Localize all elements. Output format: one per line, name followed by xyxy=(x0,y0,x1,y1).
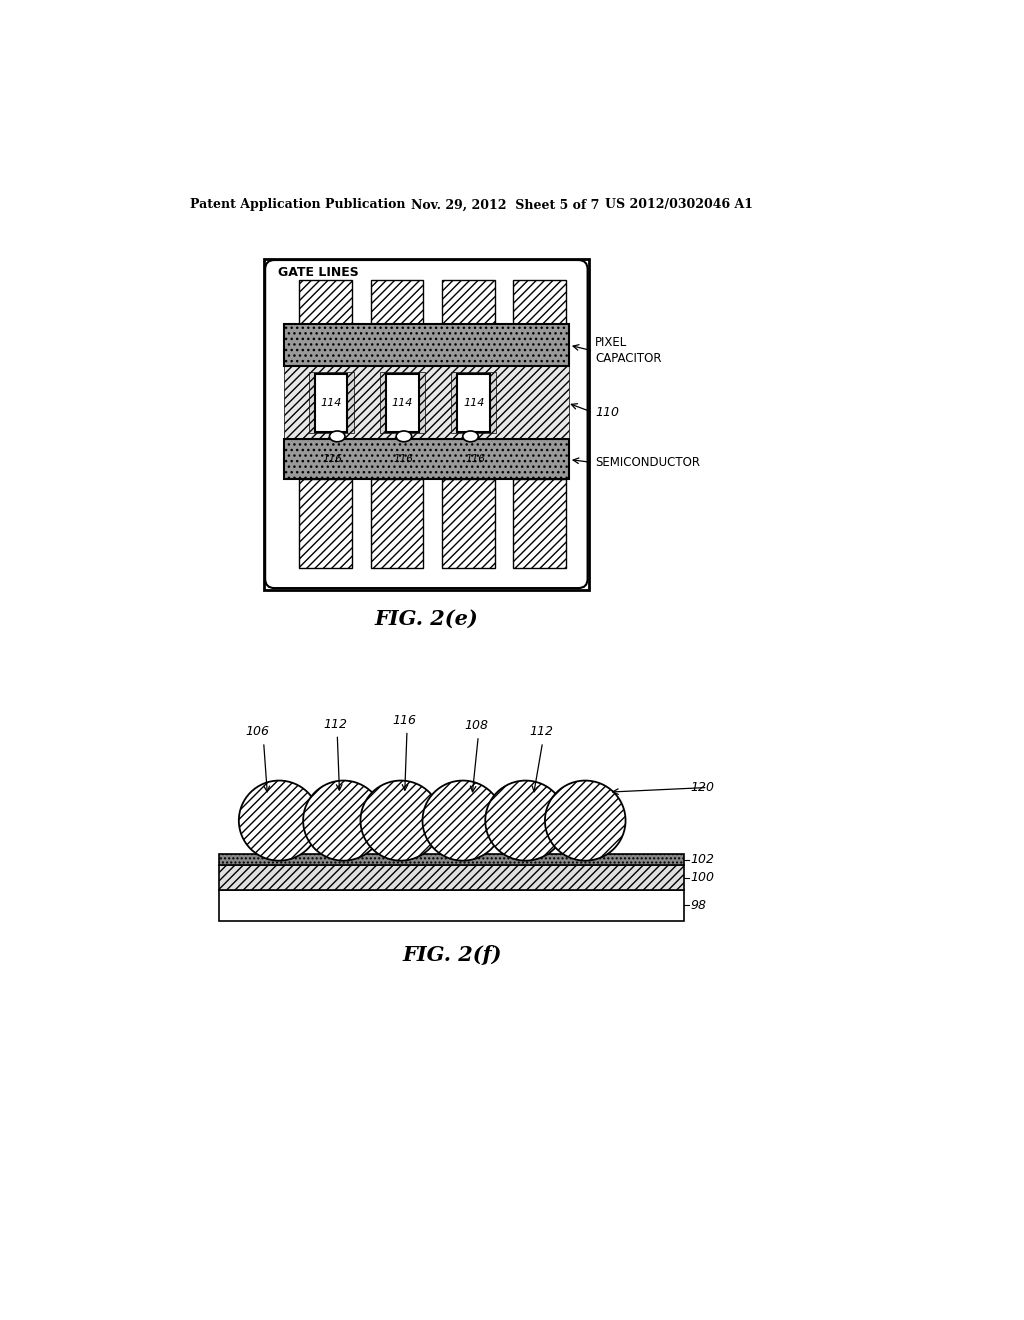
Bar xyxy=(314,374,347,432)
Circle shape xyxy=(545,780,626,861)
Ellipse shape xyxy=(463,432,478,442)
Bar xyxy=(442,280,495,323)
Circle shape xyxy=(423,780,503,861)
Bar xyxy=(284,323,569,367)
Bar xyxy=(219,890,684,921)
Text: 112: 112 xyxy=(324,718,348,730)
Circle shape xyxy=(360,780,441,861)
Bar xyxy=(442,479,495,568)
Bar xyxy=(458,374,489,432)
Text: 106: 106 xyxy=(246,725,269,738)
Bar xyxy=(219,854,684,866)
Bar xyxy=(308,372,353,433)
Text: FIG. 2(e): FIG. 2(e) xyxy=(375,609,478,628)
Text: 114: 114 xyxy=(321,397,342,408)
Text: 116: 116 xyxy=(465,454,485,465)
Bar xyxy=(284,440,569,479)
Bar xyxy=(219,759,684,854)
Text: SEMICONDUCTOR: SEMICONDUCTOR xyxy=(595,455,700,469)
Text: 108: 108 xyxy=(465,719,488,733)
Text: 114: 114 xyxy=(463,397,484,408)
Text: 110: 110 xyxy=(595,407,620,418)
Bar xyxy=(513,479,566,568)
Bar xyxy=(299,479,352,568)
Bar xyxy=(284,367,569,440)
Text: 100: 100 xyxy=(690,871,715,884)
Bar xyxy=(219,866,684,890)
Text: 112: 112 xyxy=(529,725,553,738)
Ellipse shape xyxy=(330,432,345,442)
FancyBboxPatch shape xyxy=(263,259,589,590)
FancyBboxPatch shape xyxy=(265,260,588,589)
Text: 102: 102 xyxy=(690,853,715,866)
Text: 116: 116 xyxy=(323,454,343,465)
Bar xyxy=(386,374,419,432)
Text: Patent Application Publication: Patent Application Publication xyxy=(190,198,406,211)
Bar xyxy=(380,372,425,433)
Text: PIXEL
CAPACITOR: PIXEL CAPACITOR xyxy=(595,337,662,366)
Text: 114: 114 xyxy=(391,397,413,408)
Circle shape xyxy=(485,780,566,861)
Bar xyxy=(299,280,352,323)
Text: Nov. 29, 2012  Sheet 5 of 7: Nov. 29, 2012 Sheet 5 of 7 xyxy=(411,198,599,211)
Bar xyxy=(452,372,496,433)
Text: 120: 120 xyxy=(690,781,715,795)
Circle shape xyxy=(239,780,319,861)
Text: 116: 116 xyxy=(394,454,414,465)
Bar xyxy=(513,280,566,323)
Text: 98: 98 xyxy=(690,899,707,912)
Bar xyxy=(371,280,423,323)
Text: GATE LINES: GATE LINES xyxy=(278,267,358,280)
Circle shape xyxy=(303,780,384,861)
Text: US 2012/0302046 A1: US 2012/0302046 A1 xyxy=(604,198,753,211)
Ellipse shape xyxy=(396,432,412,442)
Text: FIG. 2(f): FIG. 2(f) xyxy=(402,945,502,965)
Bar xyxy=(371,479,423,568)
Text: 116: 116 xyxy=(392,714,417,727)
